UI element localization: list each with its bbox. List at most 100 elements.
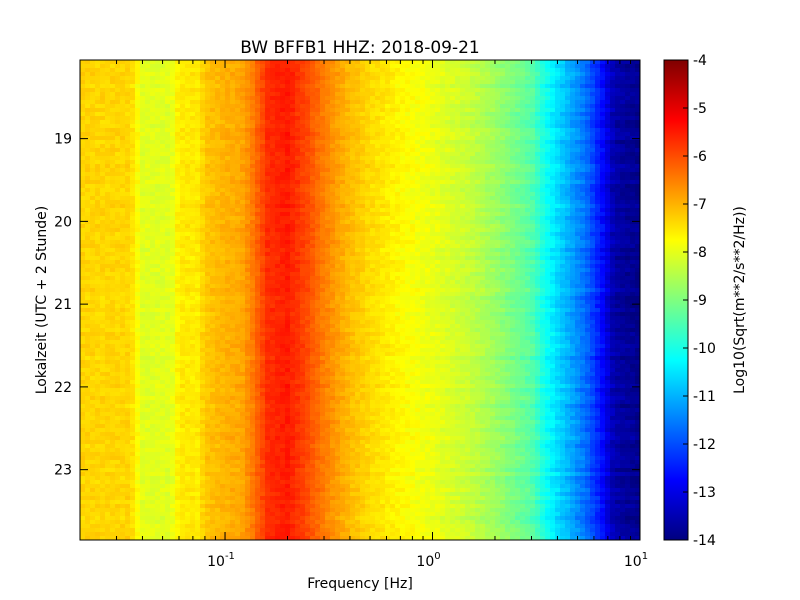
heatmap-cell: [130, 220, 136, 225]
heatmap-cell: [185, 104, 191, 109]
heatmap-cell: [160, 64, 166, 69]
heatmap-cell: [225, 188, 231, 193]
heatmap-cell: [465, 228, 471, 233]
heatmap-cell: [445, 200, 451, 205]
heatmap-cell: [255, 188, 261, 193]
heatmap-cell: [390, 172, 396, 177]
heatmap-cell: [425, 144, 431, 149]
heatmap-cell: [245, 80, 251, 85]
heatmap-cell: [295, 156, 301, 161]
heatmap-cell: [600, 64, 606, 69]
heatmap-cell: [550, 228, 556, 233]
heatmap-cell: [255, 192, 261, 197]
heatmap-cell: [325, 64, 331, 69]
heatmap-cell: [455, 96, 461, 101]
heatmap-cell: [335, 180, 341, 185]
heatmap-cell: [615, 208, 621, 213]
heatmap-cell: [460, 152, 466, 157]
heatmap-cell: [360, 128, 366, 133]
heatmap-cell: [80, 132, 86, 137]
heatmap-cell: [320, 148, 326, 153]
heatmap-cell: [225, 124, 231, 129]
heatmap-cell: [595, 208, 601, 213]
heatmap-cell: [310, 88, 316, 93]
heatmap-cell: [460, 172, 466, 177]
heatmap-cell: [515, 188, 521, 193]
heatmap-cell: [625, 76, 631, 81]
heatmap-cell: [445, 64, 451, 69]
heatmap-cell: [265, 200, 271, 205]
heatmap-cell: [300, 88, 306, 93]
heatmap-cell: [120, 112, 126, 117]
heatmap-cell: [250, 112, 256, 117]
heatmap-cell: [535, 216, 541, 221]
heatmap-cell: [150, 132, 156, 137]
heatmap-cell: [550, 64, 556, 69]
heatmap-cell: [390, 80, 396, 85]
heatmap-cell: [560, 208, 566, 213]
heatmap-cell: [495, 200, 501, 205]
heatmap-cell: [580, 156, 586, 161]
heatmap-cell: [195, 96, 201, 101]
heatmap-cell: [245, 128, 251, 133]
heatmap-cell: [385, 172, 391, 177]
heatmap-cell: [625, 140, 631, 145]
heatmap-cell: [320, 132, 326, 137]
heatmap-cell: [235, 212, 241, 217]
heatmap-cell: [610, 172, 616, 177]
heatmap-cell: [395, 224, 401, 229]
heatmap-cell: [175, 108, 181, 113]
heatmap-cell: [225, 68, 231, 73]
heatmap-cell: [575, 156, 581, 161]
heatmap-cell: [615, 136, 621, 141]
heatmap-cell: [250, 152, 256, 157]
heatmap-cell: [280, 192, 286, 197]
heatmap-cell: [350, 232, 356, 237]
heatmap-cell: [345, 108, 351, 113]
heatmap-cell: [605, 188, 611, 193]
heatmap-cell: [300, 64, 306, 69]
heatmap-cell: [150, 196, 156, 201]
heatmap-cell: [190, 76, 196, 81]
heatmap-cell: [290, 228, 296, 233]
heatmap-cell: [570, 232, 576, 237]
heatmap-cell: [220, 108, 226, 113]
heatmap-cell: [310, 180, 316, 185]
heatmap-cell: [80, 108, 86, 113]
heatmap-cell: [635, 72, 640, 77]
heatmap-cell: [360, 204, 366, 209]
heatmap-cell: [95, 88, 101, 93]
heatmap-cell: [425, 228, 431, 233]
heatmap-cell: [400, 80, 406, 85]
heatmap-cell: [470, 208, 476, 213]
heatmap-cell: [475, 76, 481, 81]
heatmap-cell: [465, 172, 471, 177]
heatmap-cell: [275, 124, 281, 129]
heatmap-cell: [185, 96, 191, 101]
heatmap-cell: [580, 96, 586, 101]
heatmap-cell: [85, 112, 91, 117]
heatmap-cell: [615, 220, 621, 225]
heatmap-cell: [420, 124, 426, 129]
heatmap-cell: [135, 88, 141, 93]
heatmap-cell: [520, 92, 526, 97]
heatmap-cell: [135, 160, 141, 165]
heatmap-cell: [255, 200, 261, 205]
heatmap-cell: [425, 104, 431, 109]
heatmap-cell: [110, 188, 116, 193]
heatmap-cell: [105, 72, 111, 77]
heatmap-cell: [145, 156, 151, 161]
heatmap-cell: [610, 60, 616, 65]
heatmap-cell: [465, 200, 471, 205]
heatmap-cell: [250, 84, 256, 89]
heatmap-cell: [430, 120, 436, 125]
heatmap-cell: [375, 100, 381, 105]
heatmap-cell: [325, 192, 331, 197]
heatmap-cell: [340, 156, 346, 161]
heatmap-cell: [180, 124, 186, 129]
heatmap-cell: [545, 80, 551, 85]
heatmap-cell: [510, 68, 516, 73]
heatmap-cell: [285, 80, 291, 85]
heatmap-cell: [470, 164, 476, 169]
heatmap-cell: [500, 112, 506, 117]
